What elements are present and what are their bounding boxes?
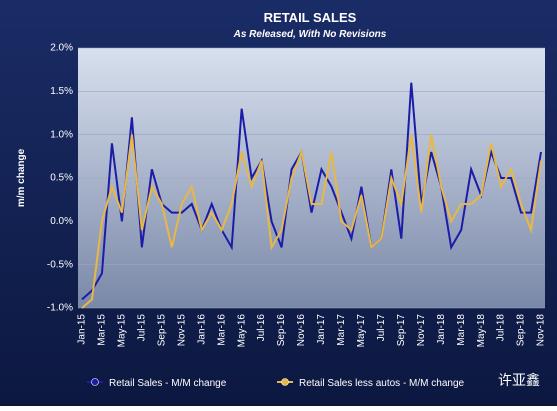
x-tick-label: Nov-18 bbox=[536, 314, 547, 347]
x-tick-label: Jul-17 bbox=[376, 314, 387, 342]
x-tick-label: Sep-15 bbox=[156, 314, 167, 347]
y-tick-label: -0.5% bbox=[47, 259, 73, 270]
x-tick-label: May-16 bbox=[236, 314, 247, 348]
x-tick-label: Mar-15 bbox=[97, 314, 108, 346]
y-tick-label: 1.5% bbox=[50, 86, 73, 97]
x-tick-label: Jul-18 bbox=[496, 314, 507, 342]
x-tick-label: Jul-16 bbox=[256, 314, 267, 342]
legend-marker bbox=[281, 378, 289, 386]
y-axis-label: m/m change bbox=[16, 148, 27, 207]
x-tick-label: Sep-16 bbox=[276, 314, 287, 347]
y-tick-label: -1.0% bbox=[47, 303, 73, 314]
x-tick-label: Mar-16 bbox=[216, 314, 227, 346]
legend-label: Retail Sales - M/M change bbox=[109, 378, 227, 389]
x-tick-label: Sep-18 bbox=[516, 314, 527, 347]
legend-label: Retail Sales less autos - M/M change bbox=[299, 378, 465, 389]
y-tick-label: 1.0% bbox=[50, 129, 73, 140]
watermark: 许亚鑫 bbox=[498, 372, 540, 388]
series-line bbox=[81, 134, 542, 309]
x-tick-label: Jan-17 bbox=[316, 314, 327, 345]
x-tick-label: Jan-16 bbox=[196, 314, 207, 345]
x-tick-label: Nov-15 bbox=[176, 314, 187, 347]
x-tick-label: Mar-18 bbox=[456, 314, 467, 346]
x-tick-label: Mar-17 bbox=[336, 314, 347, 346]
x-tick-label: May-15 bbox=[117, 314, 128, 348]
x-tick-label: Jan-15 bbox=[77, 314, 88, 345]
legend-marker bbox=[91, 378, 99, 386]
x-tick-label: Sep-17 bbox=[396, 314, 407, 347]
x-tick-label: Jan-18 bbox=[436, 314, 447, 345]
series-line bbox=[81, 82, 542, 301]
x-tick-label: Nov-16 bbox=[296, 314, 307, 347]
y-tick-label: 0.5% bbox=[50, 173, 73, 184]
chart-subtitle: As Released, With No Revisions bbox=[233, 29, 387, 40]
y-tick-label: 0.0% bbox=[50, 216, 73, 227]
x-tick-label: Nov-17 bbox=[416, 314, 427, 347]
chart-title: RETAIL SALES bbox=[264, 10, 357, 25]
x-tick-label: Jul-15 bbox=[137, 314, 148, 342]
x-tick-label: May-18 bbox=[476, 314, 487, 348]
x-tick-label: May-17 bbox=[356, 314, 367, 348]
y-tick-label: 2.0% bbox=[50, 43, 73, 54]
